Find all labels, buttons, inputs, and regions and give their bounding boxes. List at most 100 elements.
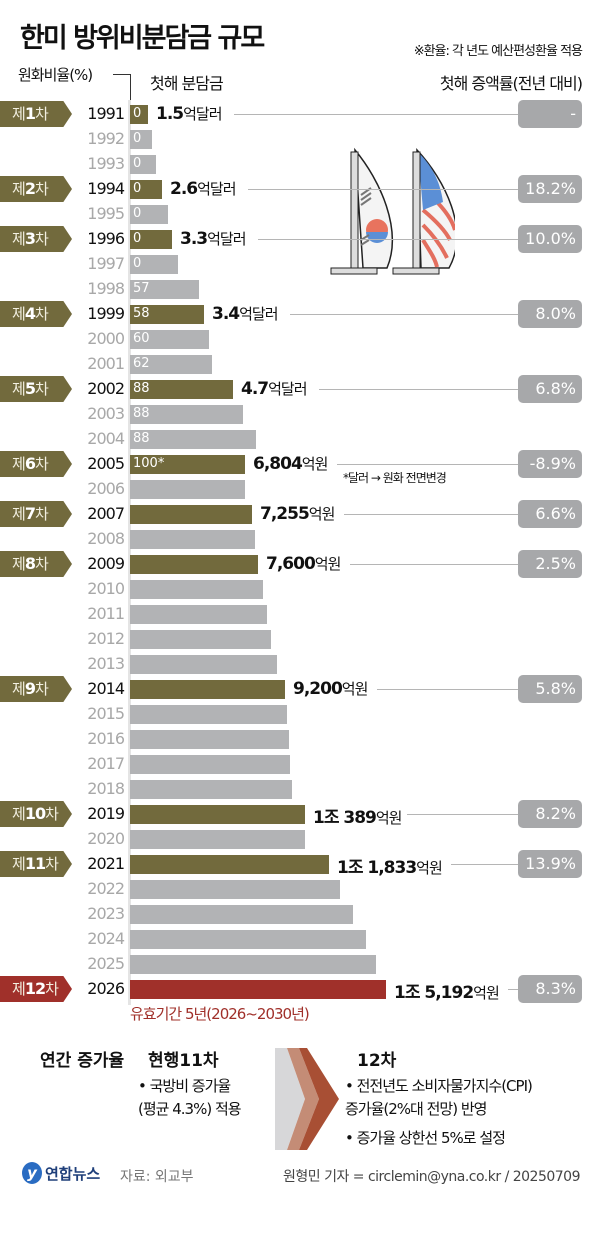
won-ratio-header: 원화비율(%) [18, 66, 93, 84]
round-badge-1: 제1차 [0, 101, 72, 127]
amount-label: 1조 1,833억원 [337, 858, 443, 878]
connector-line [350, 564, 518, 565]
year-label: 2007 [87, 504, 125, 523]
won-ratio-label: 88 [133, 406, 150, 421]
year-label: 2014 [87, 679, 125, 698]
amount-label: 1조 5,192억원 [394, 983, 500, 1003]
year-label: 2013 [87, 654, 125, 673]
bar-1999 [130, 305, 204, 324]
year-label: 1992 [87, 129, 125, 148]
round-badge-6: 제6차 [0, 451, 72, 477]
won-ratio-label: 58 [133, 306, 150, 321]
bar-2009 [130, 555, 258, 574]
bar-1998 [130, 280, 199, 299]
won-ratio-label: 57 [133, 281, 150, 296]
year-label: 2000 [87, 329, 125, 348]
year-label: 2010 [87, 579, 125, 598]
connector-line [508, 989, 518, 990]
year-label: 2022 [87, 879, 125, 898]
year-label: 2012 [87, 629, 125, 648]
amount-label: 3.3억달러 [180, 229, 247, 249]
next-bullet: • 전전년도 소비자물가지수(CPI) 증가율(2%대 전망) 반영 [345, 1077, 533, 1118]
won-ratio-label: 0 [133, 256, 142, 271]
bar-2007 [130, 505, 252, 524]
growth-label: 연간 증가율 [40, 1051, 125, 1071]
won-ratio-label: 0 [133, 231, 142, 246]
amount-label: 9,200억원 [293, 679, 368, 699]
year-label: 2001 [87, 354, 125, 373]
year-label: 2019 [87, 804, 125, 823]
round-badge-10: 제10차 [0, 801, 72, 827]
year-label: 1997 [87, 254, 125, 273]
bar-2020 [130, 830, 305, 849]
year-label: 1991 [87, 104, 125, 123]
year-label: 2015 [87, 704, 125, 723]
arrow-chevrons-icon [275, 1048, 339, 1150]
year-label: 1996 [87, 229, 125, 248]
won-ratio-label: 88 [133, 381, 150, 396]
rate-badge: 8.2% [518, 800, 582, 828]
bar-2002 [130, 380, 233, 399]
won-ratio-label: 0 [133, 206, 142, 221]
bar-2008 [130, 530, 255, 549]
next-title: 12차 [357, 1051, 397, 1071]
year-label: 2011 [87, 604, 125, 623]
bar-2016 [130, 730, 289, 749]
year-label: 1999 [87, 304, 125, 323]
flags-illustration [330, 147, 455, 275]
rate-badge: 18.2% [518, 175, 582, 203]
bar-1996 [130, 230, 172, 249]
bar-2023 [130, 905, 353, 924]
year-label: 2018 [87, 779, 125, 798]
rate-badge: 8.3% [518, 975, 582, 1003]
bar-2022 [130, 880, 340, 899]
amount-label: 3.4억달러 [212, 304, 279, 324]
connector-line [337, 464, 518, 465]
chart-title: 한미 방위비분담금 규모 [20, 23, 265, 54]
year-label: 2024 [87, 929, 125, 948]
amount-label: 7,600억원 [266, 554, 341, 574]
validity-period: 유효기간 5년(2026~2030년) [130, 1005, 310, 1023]
connector-line [407, 814, 518, 815]
year-label: 1993 [87, 154, 125, 173]
rate-badge: - [518, 100, 582, 128]
round-badge-2: 제2차 [0, 176, 72, 202]
source: 자료: 외교부 [120, 1169, 194, 1185]
year-label: 2016 [87, 729, 125, 748]
bar-1991 [130, 105, 148, 124]
amount-label: 1조 389억원 [313, 808, 402, 828]
bar-1997 [130, 255, 178, 274]
connector-line [451, 864, 518, 865]
won-ratio-label: 0 [133, 156, 142, 171]
bar-2019 [130, 805, 305, 824]
bar-2011 [130, 605, 267, 624]
round-badge-9: 제9차 [0, 676, 72, 702]
bar-2017 [130, 755, 290, 774]
conversion-note: *달러 → 원화 전면변경 [343, 471, 447, 485]
year-label: 2003 [87, 404, 125, 423]
round-badge-4: 제4차 [0, 301, 72, 327]
bar-2024 [130, 930, 366, 949]
bar-2005 [130, 455, 245, 474]
bar-2025 [130, 955, 376, 974]
year-label: 2020 [87, 829, 125, 848]
rate-badge: 6.6% [518, 500, 582, 528]
round-badge-8: 제8차 [0, 551, 72, 577]
round-badge-3: 제3차 [0, 226, 72, 252]
year-label: 1995 [87, 204, 125, 223]
bar-2000 [130, 330, 209, 349]
connector-line [377, 689, 518, 690]
won-ratio-label: 88 [133, 431, 150, 446]
ratio-bracket-line [113, 74, 131, 100]
year-label: 1998 [87, 279, 125, 298]
connector-line [344, 514, 518, 515]
rate-header: 첫해 증액률(전년 대비) [439, 74, 583, 93]
axis-line [128, 100, 131, 1005]
won-ratio-label: 0 [133, 131, 142, 146]
bar-2004 [130, 430, 256, 449]
round-badge-5: 제5차 [0, 376, 72, 402]
connector-line [290, 314, 518, 315]
bar-2010 [130, 580, 263, 599]
year-label: 2002 [87, 379, 125, 398]
amount-label: 7,255억원 [260, 504, 335, 524]
